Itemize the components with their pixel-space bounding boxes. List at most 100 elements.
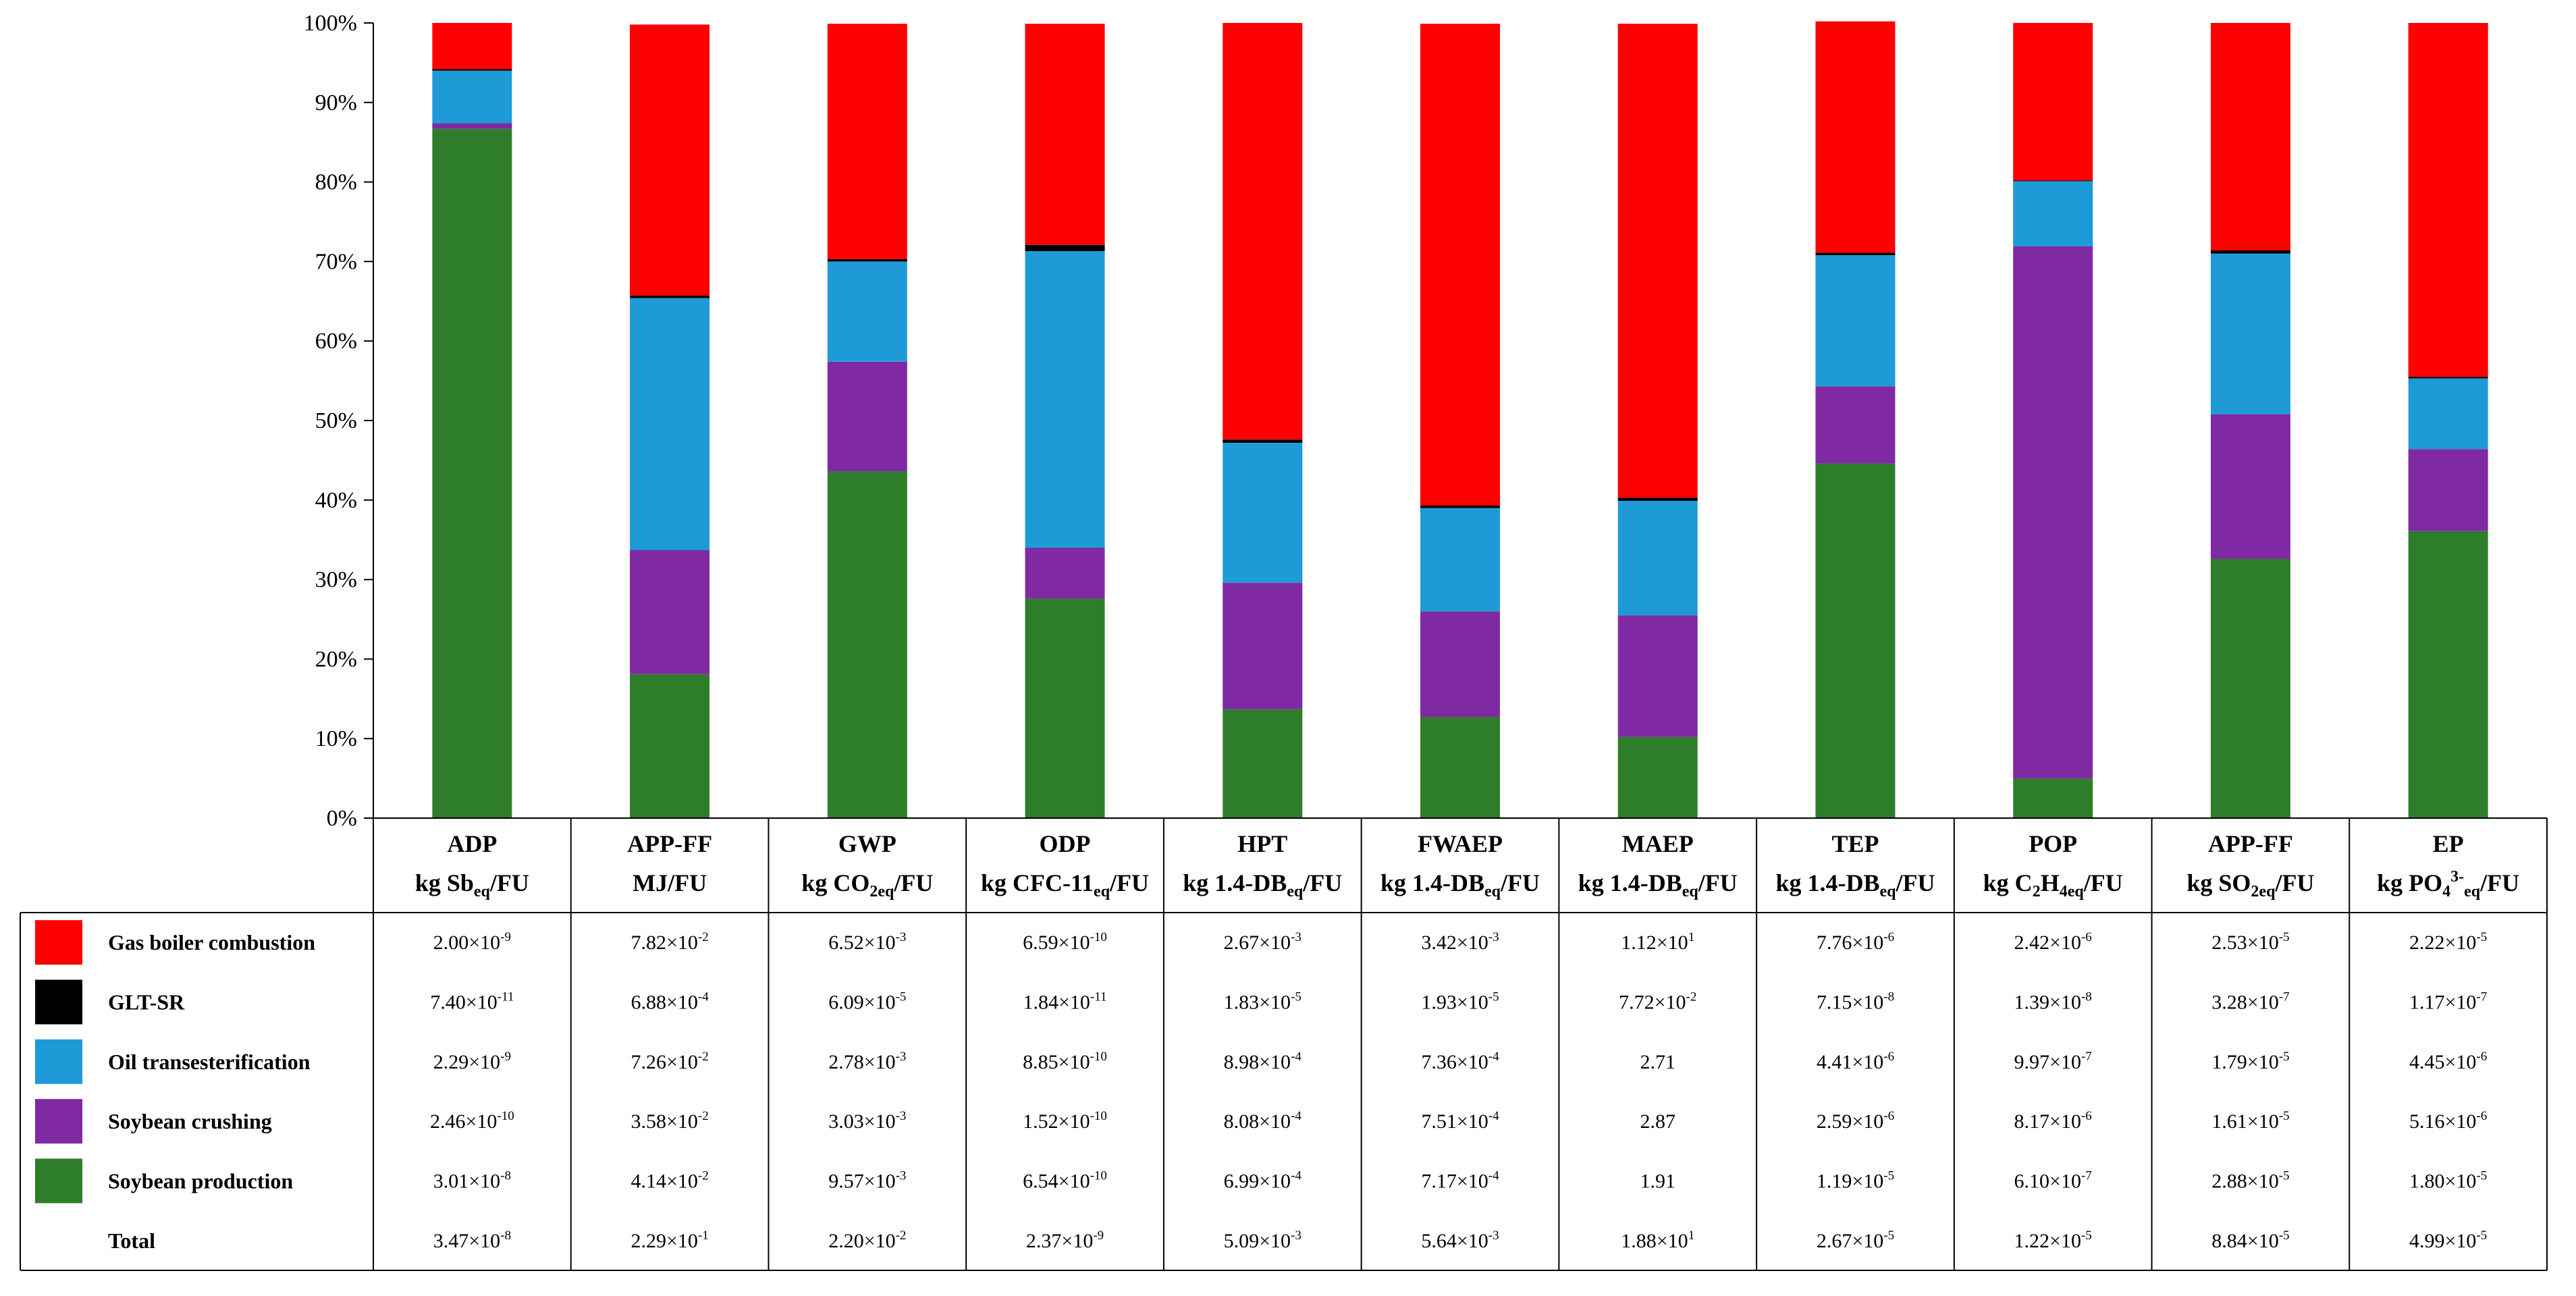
- category-label: EP: [2433, 830, 2464, 857]
- table-cell: 2.59×10-6: [1817, 1109, 1894, 1133]
- bar-segment-soybean-production: [1815, 463, 1896, 818]
- table-cell: 6.09×10-5: [828, 990, 906, 1014]
- table-cell: 6.88×10-4: [630, 990, 709, 1014]
- legend-label: Soybean crushing: [108, 1109, 272, 1133]
- table-cell: 4.41×10-6: [1817, 1050, 1894, 1073]
- bar-segment-glt-sr: [1025, 244, 1105, 252]
- legend-label: Total: [108, 1228, 155, 1253]
- bar-segment-soybean-production: [1223, 709, 1303, 818]
- table-cell: 1.84×10-11: [1023, 990, 1107, 1014]
- table-cell: 1.22×10-5: [2014, 1228, 2092, 1252]
- y-tick-label: 90%: [315, 90, 357, 115]
- table-cell: 8.85×10-10: [1023, 1050, 1107, 1073]
- table-cell: 1.91: [1640, 1170, 1675, 1193]
- bar-segment-soybean-crushing: [1815, 386, 1896, 464]
- table-cell: 2.00×10-9: [433, 930, 511, 954]
- legend-label: Soybean production: [108, 1169, 293, 1193]
- bar-segment-soybean-production: [630, 674, 710, 818]
- y-tick-label: 70%: [315, 249, 357, 274]
- bar-segment-glt-sr: [432, 69, 512, 71]
- table-cell: 2.46×10-10: [430, 1109, 514, 1133]
- table-cell: 8.84×10-5: [2211, 1228, 2289, 1252]
- y-tick-label: 30%: [315, 568, 357, 593]
- bar-segment-soybean-crushing: [432, 123, 512, 129]
- category-label: APP-FF: [627, 830, 712, 857]
- table-cell: 7.15×10-8: [1817, 990, 1894, 1014]
- bar-segment-soybean-production: [827, 471, 907, 818]
- bar-segment-oil-transesterification: [2408, 378, 2488, 450]
- table-cell: 1.80×10-5: [2409, 1169, 2487, 1193]
- category-unit: kg SO2eq/FU: [2186, 869, 2314, 900]
- bar-segment-soybean-crushing: [1025, 547, 1105, 599]
- bar-segment-oil-transesterification: [2013, 181, 2093, 247]
- bar-segment-glt-sr: [1815, 252, 1896, 255]
- y-tick-label: 40%: [315, 488, 357, 513]
- table-cell: 1.61×10-5: [2211, 1109, 2289, 1133]
- bar-segment-soybean-crushing: [827, 361, 907, 472]
- bar-segment-glt-sr: [630, 296, 710, 298]
- bar-segment-soybean-production: [432, 128, 512, 818]
- table-cell: 2.87: [1640, 1110, 1675, 1133]
- category-unit: kg Sbeq/FU: [415, 869, 529, 900]
- bar-segment-glt-sr: [2210, 250, 2290, 254]
- category-unit: kg PO43-eq/FU: [2377, 868, 2519, 900]
- table-cell: 3.01×10-8: [433, 1169, 511, 1193]
- bar-segment-glt-sr: [2408, 377, 2488, 379]
- bar-segment-gas-boiler-combustion: [1815, 21, 1896, 253]
- bar-segment-oil-transesterification: [2210, 253, 2290, 414]
- bar-segment-soybean-production: [2210, 558, 2290, 818]
- bar-segment-soybean-crushing: [1223, 583, 1303, 709]
- table-cell: 1.88×101: [1621, 1228, 1694, 1252]
- category-label: ADP: [447, 830, 497, 857]
- table-cell: 6.10×10-7: [2014, 1169, 2092, 1193]
- bar-segment-oil-transesterification: [432, 70, 512, 124]
- table-cell: 6.59×10-10: [1023, 930, 1107, 954]
- table-cell: 7.17×10-4: [1421, 1169, 1499, 1193]
- table-cell: 7.72×10-2: [1619, 990, 1696, 1014]
- bar-segment-glt-sr: [2013, 180, 2093, 182]
- table-cell: 1.93×10-5: [1421, 990, 1499, 1014]
- bar-segment-glt-sr: [1617, 497, 1698, 501]
- table-cell: 2.67×10-5: [1817, 1228, 1894, 1252]
- table-cell: 7.40×10-11: [430, 990, 514, 1014]
- table-cell: 8.17×10-6: [2014, 1109, 2092, 1133]
- legend-label: Gas boiler combustion: [108, 930, 315, 954]
- y-tick-label: 80%: [315, 170, 357, 195]
- table-cell: 6.54×10-10: [1023, 1169, 1107, 1193]
- table-cell: 8.98×10-4: [1224, 1050, 1302, 1073]
- category-unit: kg 1.4-DBeq/FU: [1775, 869, 1935, 900]
- bar-segment-oil-transesterification: [1025, 251, 1105, 548]
- category-label: GWP: [838, 830, 896, 857]
- bar-segment-glt-sr: [827, 259, 907, 262]
- category-label: POP: [2029, 830, 2077, 857]
- bar-segment-soybean-production: [2408, 531, 2488, 818]
- bar-segment-gas-boiler-combustion: [432, 23, 512, 70]
- table-cell: 9.97×10-7: [2014, 1050, 2092, 1073]
- table-cell: 2.29×10-1: [630, 1228, 708, 1252]
- table-cell: 2.37×10-9: [1026, 1228, 1104, 1252]
- legend-label: GLT-SR: [108, 990, 185, 1015]
- bar-segment-gas-boiler-combustion: [2408, 23, 2488, 377]
- category-unit: kg 1.4-DBeq/FU: [1578, 869, 1738, 900]
- bar-segment-soybean-crushing: [2210, 414, 2290, 559]
- bar-segment-gas-boiler-combustion: [1223, 23, 1303, 440]
- bar-segment-oil-transesterification: [630, 298, 710, 551]
- table-cell: 2.42×10-6: [2014, 930, 2092, 954]
- legend-swatch: [35, 1099, 82, 1144]
- table-cell: 8.08×10-4: [1224, 1109, 1302, 1133]
- category-label: APP-FF: [2208, 830, 2293, 857]
- legend-swatch: [35, 1158, 82, 1204]
- table-cell: 4.45×10-6: [2409, 1050, 2487, 1073]
- bar-segment-soybean-crushing: [1420, 611, 1500, 718]
- table-cell: 3.58×10-2: [630, 1109, 708, 1133]
- table-cell: 2.71: [1640, 1051, 1675, 1073]
- bar-segment-oil-transesterification: [1420, 508, 1500, 612]
- table-cell: 7.51×10-4: [1421, 1109, 1499, 1133]
- category-unit: kg 1.4-DBeq/FU: [1183, 869, 1342, 900]
- table-cell: 3.47×10-8: [433, 1228, 511, 1252]
- table-cell: 1.79×10-5: [2211, 1050, 2289, 1073]
- table-cell: 7.26×10-2: [630, 1050, 708, 1073]
- bar-segment-oil-transesterification: [1617, 500, 1698, 616]
- category-unit: kg CFC-11eq/FU: [981, 869, 1149, 900]
- bar-segment-soybean-crushing: [2013, 246, 2093, 779]
